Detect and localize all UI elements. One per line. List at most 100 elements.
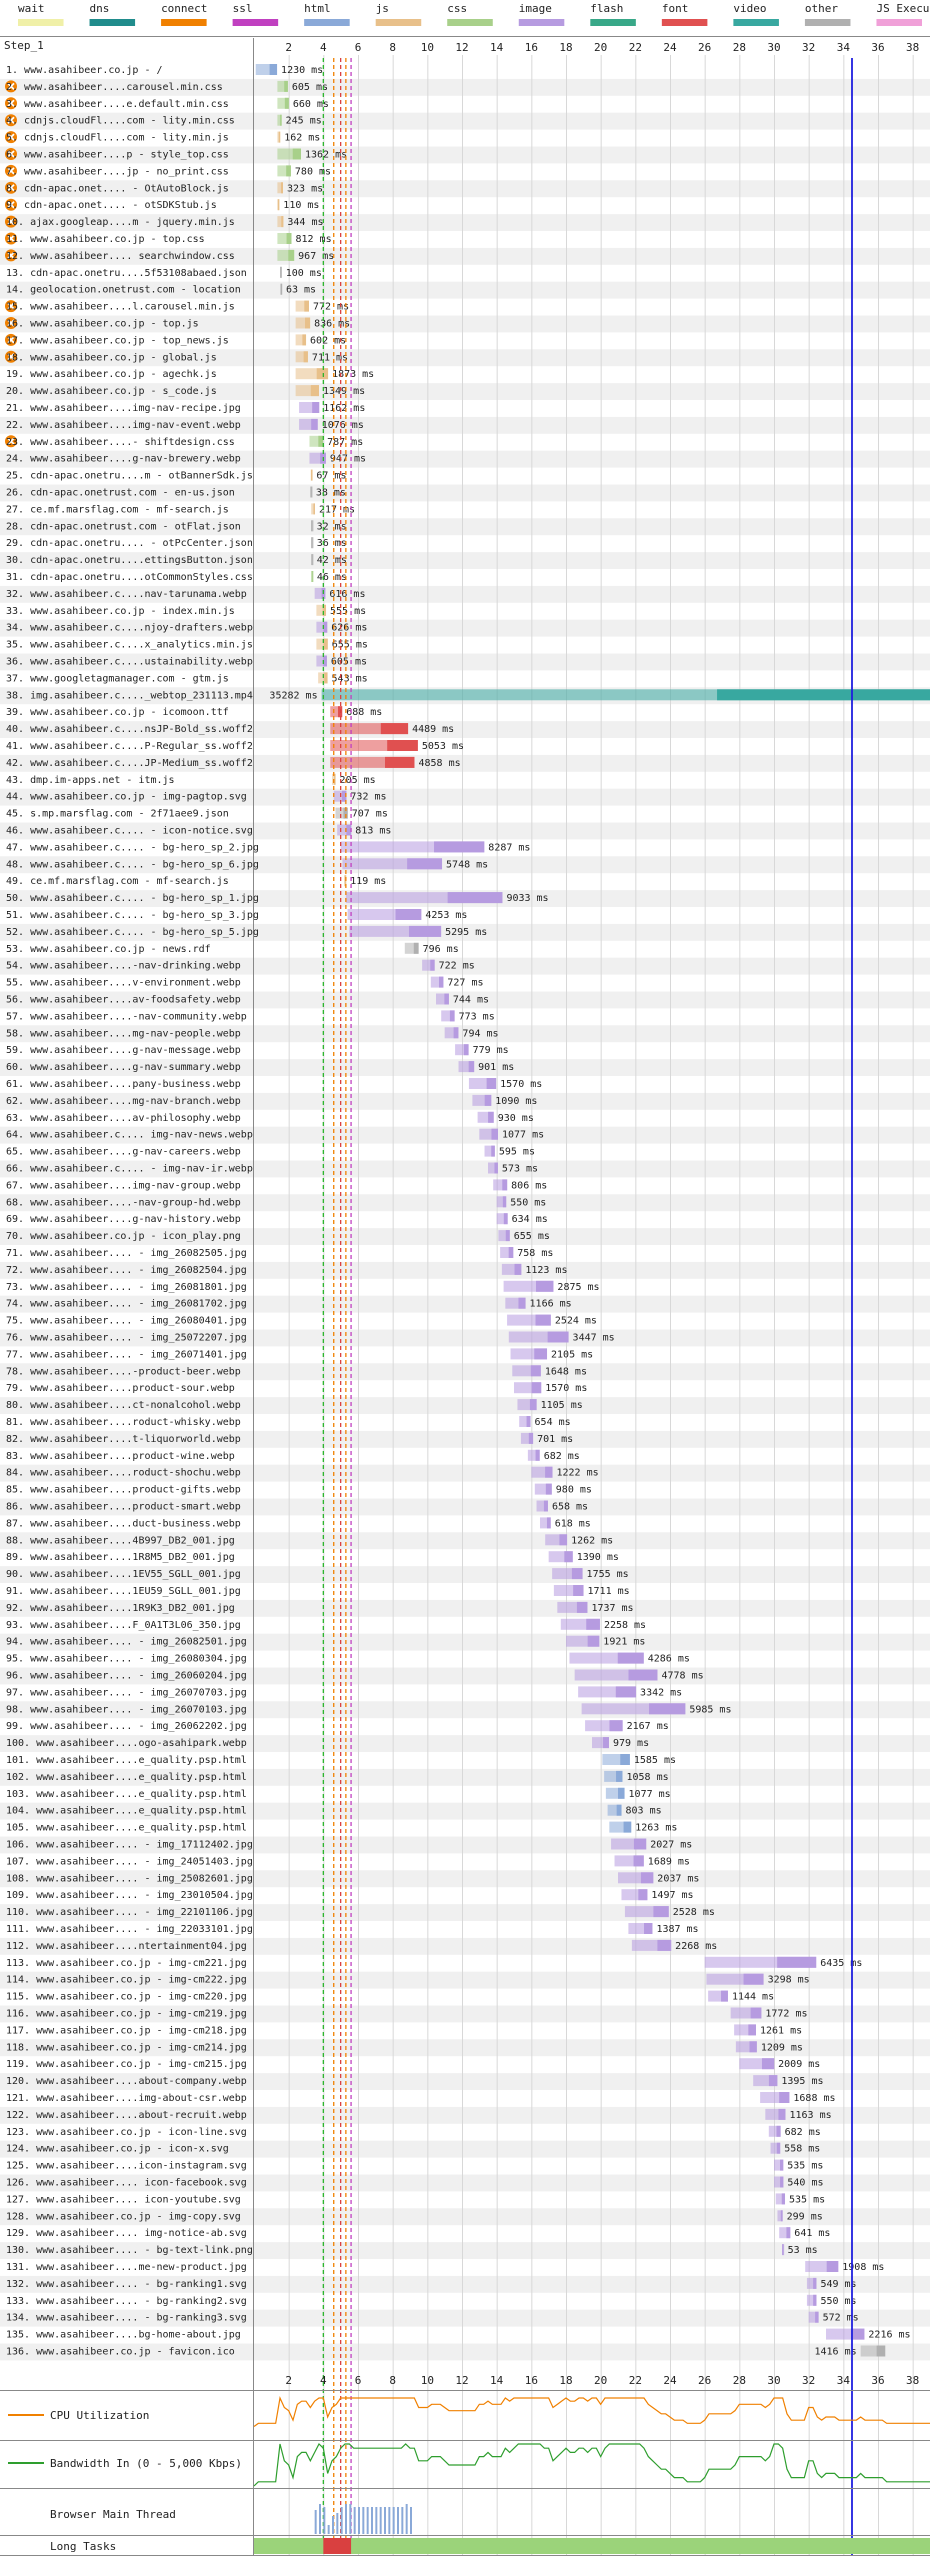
request-row[interactable]: 127. www.asahibeer.... icon-youtube.svg 5… bbox=[6, 2193, 825, 2205]
request-row[interactable]: 69. www.asahibeer....g-nav-history.webp 6… bbox=[6, 1213, 548, 1225]
request-row[interactable]: 100. www.asahibeer....ogo-asahipark.webp… bbox=[6, 1737, 649, 1749]
request-row[interactable]: 65. www.asahibeer....g-nav-careers.webp 5… bbox=[6, 1145, 535, 1158]
request-row[interactable]: 115. www.asahibeer.co.jp - img-cm220.jpg… bbox=[6, 1990, 774, 2003]
request-row[interactable]: 71. www.asahibeer.... - img_26082505.jpg… bbox=[6, 1247, 553, 1259]
request-row[interactable]: 47. www.asahibeer.c.... - bg-hero_sp_2.j… bbox=[6, 841, 530, 853]
request-row[interactable]: 12. www.asahibeer.... searchwindow.css 96… bbox=[5, 249, 334, 262]
request-row[interactable]: 106. www.asahibeer.... - img_17112402.jp… bbox=[6, 1838, 692, 1851]
request-row[interactable]: 86. www.asahibeer....product-smart.webp 6… bbox=[6, 1500, 588, 1513]
request-row[interactable]: 136. www.asahibeer.co.jp - favicon.ico 14… bbox=[6, 2345, 886, 2358]
request-row[interactable]: 121. www.asahibeer....img-about-csr.webp… bbox=[6, 2092, 836, 2104]
request-row[interactable]: 78. www.asahibeer....-product-beer.webp 1… bbox=[6, 1365, 587, 1377]
request-row[interactable]: 26. cdn-apac.onetrust.com - en-us.json 38… bbox=[6, 486, 346, 499]
request-row[interactable]: 87. www.asahibeer....duct-business.webp 6… bbox=[6, 1517, 591, 1529]
request-row[interactable]: 105. www.asahibeer....e_quality.psp.html… bbox=[6, 1821, 677, 1834]
request-row[interactable]: 16. www.asahibeer.co.jp - top.js 836 ms bbox=[5, 317, 350, 330]
request-row[interactable]: 77. www.asahibeer.... - img_26071401.jpg… bbox=[6, 1348, 593, 1360]
request-row[interactable]: 126. www.asahibeer.... icon-facebook.svg… bbox=[6, 2176, 823, 2189]
request-row[interactable]: 113. www.asahibeer.co.jp - img-cm221.jpg… bbox=[6, 1956, 862, 1969]
request-row[interactable]: 2. www.asahibeer....carousel.min.css 605 … bbox=[5, 80, 328, 93]
request-row[interactable]: 130. www.asahibeer.... - bg-text-link.pn… bbox=[6, 2244, 818, 2256]
request-row[interactable]: 119. www.asahibeer.co.jp - img-cm215.jpg… bbox=[6, 2058, 820, 2070]
request-row[interactable]: 98. www.asahibeer.... - img_26070103.jpg… bbox=[6, 1703, 731, 1715]
request-row[interactable]: 28. cdn-apac.onetrust.com - otFlat.json 3… bbox=[6, 520, 347, 532]
request-row[interactable]: 37. www.googletagmanager.com - gtm.js 543… bbox=[6, 672, 368, 684]
request-row[interactable]: 114. www.asahibeer.co.jp - img-cm222.jpg… bbox=[6, 1973, 810, 1986]
request-row[interactable]: 54. www.asahibeer....-nav-drinking.webp 7… bbox=[6, 959, 475, 972]
request-row[interactable]: 20. www.asahibeer.co.jp - s_code.js 1349 … bbox=[6, 385, 365, 397]
request-row[interactable]: 21. www.asahibeer....img-nav-recipe.jpg 1… bbox=[6, 402, 365, 414]
request-row[interactable]: 14. geolocation.onetrust.com - location 6… bbox=[6, 283, 316, 296]
request-row[interactable]: 24. www.asahibeer....g-nav-brewery.webp 9… bbox=[6, 452, 366, 465]
request-row[interactable]: 95. www.asahibeer.... - img_26080304.jpg… bbox=[6, 1652, 690, 1665]
request-row[interactable]: 52. www.asahibeer.c.... - bg-hero_sp_5.j… bbox=[6, 925, 487, 938]
request-row[interactable]: 129. www.asahibeer.... img-notice-ab.svg… bbox=[6, 2227, 830, 2239]
request-row[interactable]: 49. ce.mf.marsflag.com - mf-search.js 119… bbox=[6, 875, 386, 887]
request-row[interactable]: 124. www.asahibeer.co.jp - icon-x.svg 558… bbox=[6, 2142, 820, 2155]
request-row[interactable]: 1. www.asahibeer.co.jp - / 1230 ms bbox=[6, 64, 323, 76]
request-row[interactable]: 96. www.asahibeer.... - img_26060204.jpg… bbox=[6, 1669, 704, 1682]
request-row[interactable]: 103. www.asahibeer....e_quality.psp.html… bbox=[6, 1787, 671, 1800]
request-row[interactable]: 89. www.asahibeer....1R8M5_DB2_001.jpg 13… bbox=[6, 1551, 619, 1563]
request-row[interactable]: 80. www.asahibeer....ct-nonalcohol.webp 1… bbox=[6, 1399, 583, 1411]
request-row[interactable]: 107. www.asahibeer.... - img_24051403.jp… bbox=[6, 1855, 690, 1867]
request-row[interactable]: 9. cdn-apac.onet.... - otSDKStub.js 110 m… bbox=[5, 198, 319, 212]
request-row[interactable]: 67. www.asahibeer....img-nav-group.webp 8… bbox=[6, 1179, 547, 1191]
request-row[interactable]: 72. www.asahibeer.... - img_26082504.jpg… bbox=[6, 1263, 567, 1276]
request-row[interactable]: 41. www.asahibeer.c....P-Regular_ss.woff… bbox=[6, 740, 464, 752]
request-row[interactable]: 58. www.asahibeer....mg-nav-people.webp 7… bbox=[6, 1027, 499, 1039]
request-row[interactable]: 7. www.asahibeer....jp - no_print.css 780… bbox=[5, 164, 331, 178]
request-row[interactable]: 73. www.asahibeer.... - img_26081801.jpg… bbox=[6, 1280, 600, 1293]
request-row[interactable]: 13. cdn-apac.onetru....5f53108abaed.json… bbox=[6, 266, 322, 279]
request-row[interactable]: 131. www.asahibeer....me-new-product.jpg… bbox=[6, 2261, 884, 2273]
request-row[interactable]: 45. s.mp.marsflag.com - 2f71aee9.json 707… bbox=[6, 807, 388, 820]
request-row[interactable]: 111. www.asahibeer.... - img_22033101.jp… bbox=[6, 1923, 699, 1935]
request-row[interactable]: 128. www.asahibeer.co.jp - img-copy.svg 2… bbox=[6, 2210, 823, 2222]
request-row[interactable]: 116. www.asahibeer.co.jp - img-cm219.jpg… bbox=[6, 2007, 808, 2020]
request-row[interactable]: 94. www.asahibeer.... - img_26082501.jpg… bbox=[6, 1635, 645, 1648]
request-row[interactable]: 17. www.asahibeer.co.jp - top_news.js 602… bbox=[5, 333, 346, 347]
request-row[interactable]: 75. www.asahibeer.... - img_26080401.jpg… bbox=[6, 1314, 597, 1327]
request-row[interactable]: 99. www.asahibeer.... - img_26062202.jpg… bbox=[6, 1720, 669, 1732]
request-row[interactable]: 120. www.asahibeer....about-company.webp… bbox=[6, 2075, 824, 2087]
request-row[interactable]: 51. www.asahibeer.c.... - bg-hero_sp_3.j… bbox=[6, 909, 467, 921]
request-row[interactable]: 76. www.asahibeer.... - img_25072207.jpg… bbox=[6, 1331, 615, 1344]
request-row[interactable]: 81. www.asahibeer....roduct-whisky.webp 6… bbox=[6, 1416, 571, 1428]
request-row[interactable]: 19. www.asahibeer.co.jp - agechk.js 1873 … bbox=[6, 368, 374, 380]
request-row[interactable]: 101. www.asahibeer....e_quality.psp.html… bbox=[6, 1754, 676, 1766]
request-row[interactable]: 92. www.asahibeer....1R9K3_DB2_001.jpg 17… bbox=[6, 1601, 634, 1614]
request-row[interactable]: 36. www.asahibeer.c....ustainability.web… bbox=[6, 655, 367, 668]
request-row[interactable]: 6. www.asahibeer....p - style_top.css 136… bbox=[5, 148, 347, 161]
request-row[interactable]: 31. cdn-apac.onetru....otCommonStyles.cs… bbox=[6, 571, 347, 583]
request-row[interactable]: 88. www.asahibeer....4B997_DB2_001.jpg 12… bbox=[6, 1534, 613, 1546]
request-row[interactable]: 22. www.asahibeer....img-nav-event.webp 1… bbox=[6, 418, 364, 431]
request-row[interactable]: 74. www.asahibeer.... - img_26081702.jpg… bbox=[6, 1297, 572, 1310]
request-row[interactable]: 11. www.asahibeer.co.jp - top.css 812 ms bbox=[5, 232, 332, 246]
request-row[interactable]: 91. www.asahibeer....1EU59_SGLL_001.jpg 1… bbox=[6, 1585, 630, 1597]
request-row[interactable]: 38. img.asahibeer.c...._webtop_231113.mp… bbox=[6, 689, 930, 701]
request-row[interactable]: 68. www.asahibeer....-nav-group-hd.webp 5… bbox=[6, 1196, 546, 1208]
request-row[interactable]: 53. www.asahibeer.co.jp - news.rdf 796 ms bbox=[6, 942, 459, 955]
request-row[interactable]: 4. cdnjs.cloudFl....com - lity.min.css 24… bbox=[5, 114, 322, 127]
request-row[interactable]: 60. www.asahibeer....g-nav-summary.webp 9… bbox=[6, 1061, 514, 1073]
request-row[interactable]: 8. cdn-apac.onet.... - OtAutoBlock.js 323… bbox=[5, 181, 323, 195]
request-row[interactable]: 97. www.asahibeer.... - img_26070703.jpg… bbox=[6, 1686, 682, 1698]
request-row[interactable]: 25. cdn-apac.onetru....m - otBannerSdk.j… bbox=[6, 469, 346, 482]
request-row[interactable]: 83. www.asahibeer....product-wine.webp 68… bbox=[6, 1449, 580, 1462]
request-row[interactable]: 18. www.asahibeer.co.jp - global.js 711 m… bbox=[5, 350, 348, 364]
request-row[interactable]: 117. www.asahibeer.co.jp - img-cm218.jpg… bbox=[6, 2024, 802, 2036]
request-row[interactable]: 70. www.asahibeer.co.jp - icon_play.png 6… bbox=[6, 1230, 550, 1242]
request-row[interactable]: 102. www.asahibeer....e_quality.psp.html… bbox=[6, 1770, 669, 1783]
request-row[interactable]: 61. www.asahibeer....pany-business.webp 1… bbox=[6, 1078, 542, 1090]
request-row[interactable]: 108. www.asahibeer.... - img_25082601.jp… bbox=[6, 1872, 699, 1884]
request-row[interactable]: 3. www.asahibeer....e.default.min.css 660… bbox=[5, 97, 329, 110]
request-row[interactable]: 57. www.asahibeer....-nav-community.webp… bbox=[6, 1010, 495, 1022]
request-row[interactable]: 35. www.asahibeer.c....x_analytics.min.j… bbox=[6, 638, 368, 651]
request-row[interactable]: 42. www.asahibeer.c....JP-Medium_ss.woff… bbox=[6, 756, 461, 769]
request-row[interactable]: 23. www.asahibeer....- shiftdesign.css 78… bbox=[5, 435, 363, 448]
request-row[interactable]: 110. www.asahibeer.... - img_22101106.jp… bbox=[6, 1906, 715, 1918]
request-row[interactable]: 59. www.asahibeer....g-nav-message.webp 7… bbox=[6, 1044, 509, 1056]
request-row[interactable]: 135. www.asahibeer....bg-home-about.jpg 2… bbox=[6, 2328, 911, 2341]
request-row[interactable]: 5. cdnjs.cloudFl....com - lity.min.js 162… bbox=[5, 131, 320, 144]
request-row[interactable]: 93. www.asahibeer....F_0A1T3L06_350.jpg 2… bbox=[6, 1618, 646, 1631]
